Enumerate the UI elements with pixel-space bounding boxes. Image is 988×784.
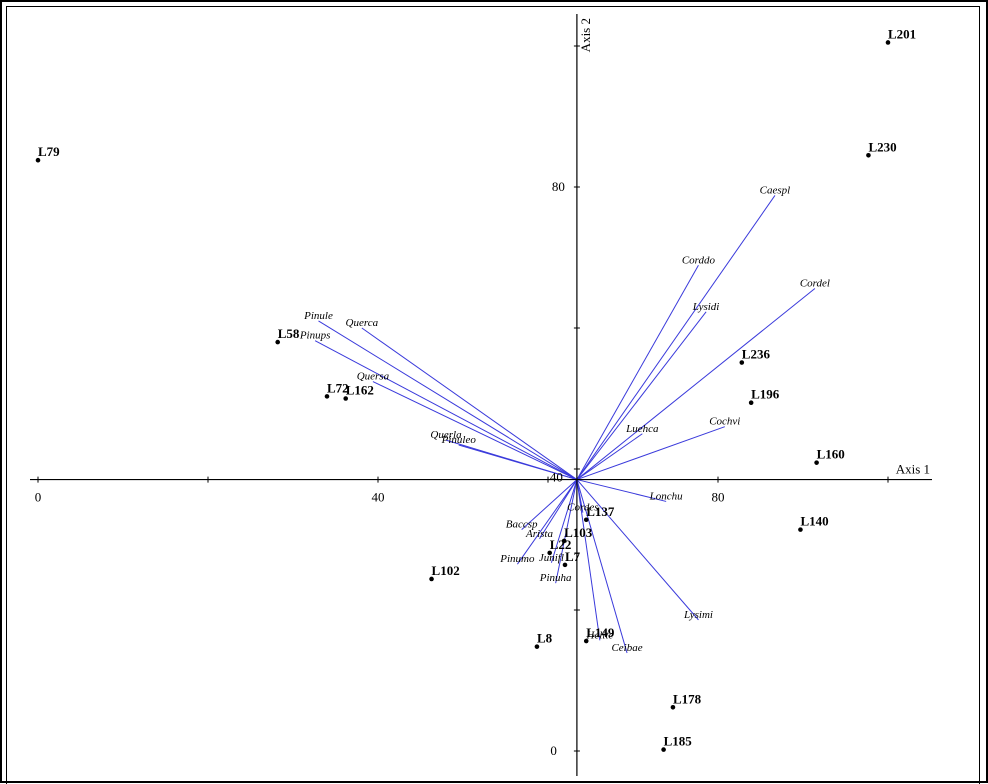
site-point-l236 <box>739 360 745 365</box>
y-tick-label-80: 80 <box>552 179 565 194</box>
x-tick-label-80: 80 <box>712 490 725 505</box>
site-point-l102 <box>429 576 434 582</box>
site-point-l58 <box>275 339 281 345</box>
site-point-l140 <box>798 527 803 532</box>
species-label-ceibae: Ceibae <box>611 642 642 654</box>
site-point-l178 <box>670 704 676 710</box>
plot-border <box>6 6 980 784</box>
vector-querca <box>361 327 578 480</box>
site-point-l160 <box>814 460 819 465</box>
site-label-l58: L58 <box>278 326 300 341</box>
species-label-junifl: Junifl <box>539 552 564 564</box>
species-label-pinule: Pinule <box>303 310 333 322</box>
vector-pinuha <box>555 479 578 584</box>
site-label-l236: L236 <box>742 347 771 362</box>
vector-caespl <box>576 195 776 480</box>
species-labels: Caespl Corddo Cordel Lysidi Luehca Cochvi Lonc… <box>299 184 830 654</box>
site-point-l162 <box>343 396 349 401</box>
site-label-l149: L149 <box>586 625 615 640</box>
vector-cordes <box>576 479 584 513</box>
site-point-l137 <box>583 517 589 523</box>
x-axis-title: Axis 1 <box>896 462 930 477</box>
vector-pinups <box>314 340 578 481</box>
vector-helite <box>576 479 601 641</box>
vector-lysimi <box>576 479 699 621</box>
vector-pinuleo <box>458 444 578 481</box>
species-label-querca: Querca <box>346 317 379 329</box>
species-label-lysidi: Lysidi <box>692 301 720 313</box>
vector-corddo <box>576 265 699 480</box>
species-label-pinups: Pinups <box>299 330 331 342</box>
x-tick-marks <box>37 476 889 483</box>
site-label-l102: L102 <box>432 563 460 578</box>
species-label-pinuha: Pinuha <box>539 572 572 584</box>
vector-pinule <box>318 320 578 481</box>
vector-junifl <box>550 479 578 563</box>
site-point-l22 <box>547 550 552 556</box>
site-label-l162: L162 <box>346 383 374 398</box>
site-label-l22: L22 <box>550 537 572 552</box>
vector-baccsp <box>521 479 578 531</box>
vector-lonchu <box>576 479 667 502</box>
species-label-quersa: Quersa <box>357 371 390 383</box>
species-label-pinuleo: Pinuleo <box>441 434 477 446</box>
site-label-l178: L178 <box>673 691 702 706</box>
species-label-querla: Querla <box>430 429 462 441</box>
species-vectors <box>314 195 816 654</box>
site-label-l103: L103 <box>564 525 593 540</box>
site-point-l149 <box>583 638 589 644</box>
x-tick-label-0: 0 <box>35 490 42 505</box>
y-axis-title: Axis 2 <box>578 18 593 52</box>
site-point-l72 <box>324 394 330 399</box>
vector-ceibae <box>576 479 628 654</box>
species-label-corddo: Corddo <box>682 254 716 266</box>
vector-pinumo <box>516 479 578 565</box>
site-point-l103 <box>561 538 567 544</box>
site-label-l140: L140 <box>800 514 828 529</box>
species-label-lysimi: Lysimi <box>683 609 713 621</box>
site-label-l185: L185 <box>664 734 693 749</box>
site-label-l230: L230 <box>868 139 896 154</box>
species-label-caespl: Caespl <box>760 184 791 196</box>
site-point-l201 <box>885 40 891 45</box>
site-point-l8 <box>534 644 540 649</box>
x-tick-label-40: 40 <box>372 490 385 505</box>
vector-arista <box>539 479 578 540</box>
site-point-l230 <box>866 152 871 158</box>
axes: 0 40 80 0 40 80 Axis 1 Axis 2 <box>30 14 932 776</box>
site-label-l79: L79 <box>38 144 60 159</box>
site-label-l196: L196 <box>751 387 780 402</box>
species-label-baccsp: Baccsp <box>506 519 538 531</box>
vector-cochvi <box>576 426 725 481</box>
site-point-l185 <box>661 747 666 752</box>
site-label-l160: L160 <box>817 447 845 462</box>
vector-quersa <box>372 381 578 481</box>
site-label-l8: L8 <box>537 631 553 646</box>
species-label-luehca: Luehca <box>625 423 659 435</box>
vector-luehca <box>576 433 643 480</box>
species-label-cordes: Cordes <box>567 502 598 514</box>
species-label-helite: Helite <box>585 629 613 641</box>
site-label-l201: L201 <box>888 26 916 41</box>
y-tick-label-40: 40 <box>550 470 563 485</box>
vector-cordel <box>576 288 816 480</box>
species-label-pinumo: Pinumo <box>499 553 535 565</box>
vector-lysidi <box>576 311 707 480</box>
y-tick-marks <box>573 45 580 752</box>
y-tick-label-0: 0 <box>550 743 557 758</box>
site-label-l7: L7 <box>565 549 581 564</box>
species-label-lonchu: Lonchu <box>649 490 684 502</box>
species-label-cordel: Cordel <box>800 278 830 290</box>
site-point-l7 <box>562 562 568 568</box>
site-point-l79 <box>35 157 41 163</box>
site-point-l196 <box>748 400 754 406</box>
species-label-cochvi: Cochvi <box>709 416 740 428</box>
site-label-l72: L72 <box>327 380 349 395</box>
site-label-l137: L137 <box>586 504 615 519</box>
species-label-arista: Arista <box>525 528 553 540</box>
